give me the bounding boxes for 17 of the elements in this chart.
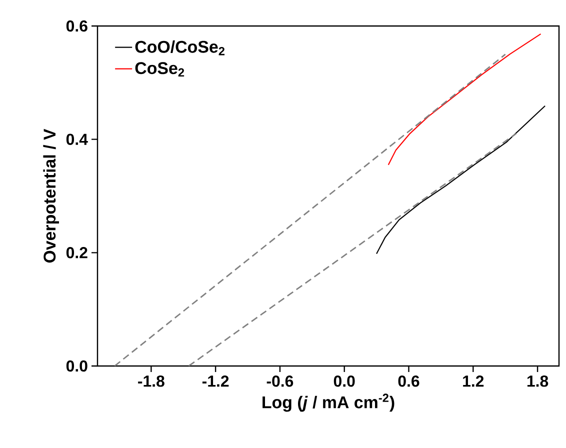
x-tick-label: 0.6 [398,376,420,387]
x-tick-label: -0.6 [266,376,294,387]
x-tick-label: -1.8 [138,376,164,387]
y-tick-label: 0.6 [66,20,88,32]
x-tick-label: 0.0 [334,376,355,387]
x-tick-label: 1.8 [527,376,548,387]
legend-label: CoSe$_{2}$ [135,62,184,77]
x-tick-label: -1.2 [202,376,229,387]
x-tick-label: 1.2 [463,376,484,387]
x-axis-title: Log (j / mA cm$^{-2}$) [262,394,394,412]
y-tick-label: 0.0 [66,360,88,372]
y-axis-title: Overpotential / V [43,128,59,263]
y-tick-label: 0.4 [66,134,88,145]
y-tick-label: 0.2 [66,247,88,258]
legend-label: CoO/CoSe$_{2}$ [135,40,225,56]
line-series [388,33,542,166]
line-series [376,105,546,254]
